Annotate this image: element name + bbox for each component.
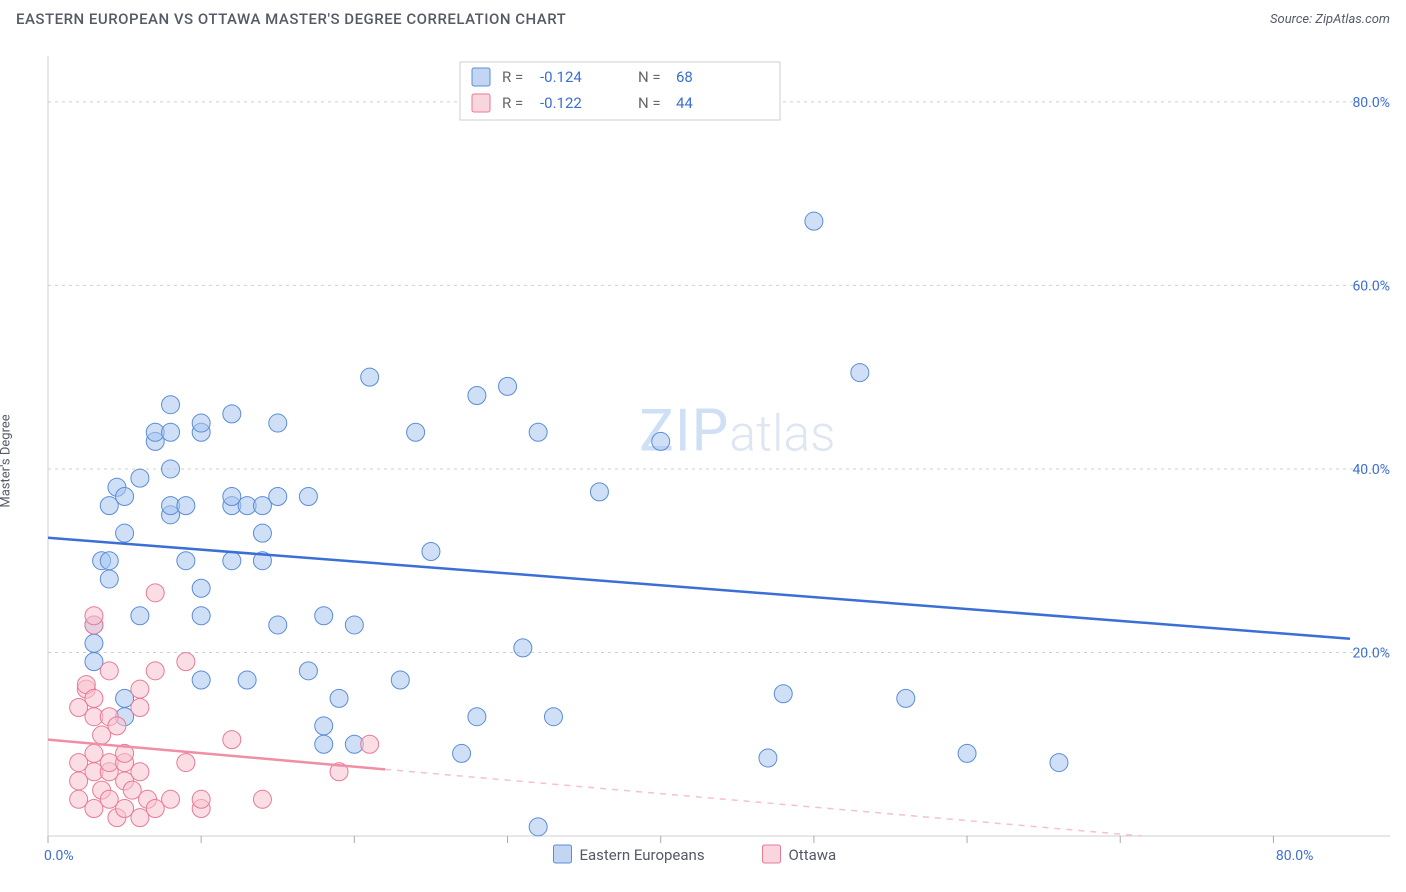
legend-r-value: -0.124 bbox=[540, 68, 582, 86]
data-point bbox=[544, 708, 562, 726]
trend-line bbox=[48, 538, 1350, 639]
data-point bbox=[453, 744, 471, 762]
data-point bbox=[253, 524, 271, 542]
data-point bbox=[330, 689, 348, 707]
chart-title: EASTERN EUROPEAN VS OTTAWA MASTER'S DEGR… bbox=[16, 10, 566, 28]
data-point bbox=[177, 497, 195, 515]
data-point bbox=[529, 423, 547, 441]
trend-line-extrapolated bbox=[385, 769, 1142, 836]
data-point bbox=[177, 754, 195, 772]
data-point bbox=[407, 423, 425, 441]
data-point bbox=[805, 212, 823, 230]
data-point bbox=[851, 364, 869, 382]
data-point bbox=[131, 607, 149, 625]
legend-r-value: -0.122 bbox=[540, 94, 582, 112]
data-point bbox=[759, 749, 777, 767]
x-tick-label: 0.0% bbox=[44, 848, 74, 864]
data-point bbox=[238, 671, 256, 689]
data-point bbox=[146, 584, 164, 602]
data-point bbox=[774, 685, 792, 703]
y-axis-label: Master's Degree bbox=[0, 414, 14, 507]
data-point bbox=[468, 387, 486, 405]
data-point bbox=[116, 524, 134, 542]
legend-r-label: R = bbox=[502, 94, 523, 112]
legend-n-label: N = bbox=[638, 94, 661, 112]
legend-swatch bbox=[553, 845, 571, 863]
data-point bbox=[315, 607, 333, 625]
data-point bbox=[131, 469, 149, 487]
data-point bbox=[1050, 754, 1068, 772]
data-point bbox=[652, 432, 670, 450]
legend-r-label: R = bbox=[502, 68, 523, 86]
data-point bbox=[315, 735, 333, 753]
data-point bbox=[499, 377, 517, 395]
data-point bbox=[345, 616, 363, 634]
data-point bbox=[192, 790, 210, 808]
chart-area: Master's Degree 20.0% 40.0% 60.0% 80.0% 0.0%… bbox=[0, 36, 1406, 886]
y-tick-label: 80.0% bbox=[1352, 95, 1390, 111]
data-point bbox=[269, 487, 287, 505]
data-point bbox=[590, 483, 608, 501]
data-point bbox=[958, 744, 976, 762]
data-point bbox=[177, 653, 195, 671]
data-point bbox=[100, 552, 118, 570]
watermark: ZIPatlas bbox=[639, 398, 835, 466]
data-point bbox=[529, 818, 547, 836]
data-point bbox=[299, 662, 317, 680]
data-point bbox=[192, 607, 210, 625]
data-point bbox=[315, 717, 333, 735]
chart-source: Source: ZipAtlas.com bbox=[1270, 12, 1390, 27]
x-tick-label: 80.0% bbox=[1276, 848, 1314, 864]
y-tick-label: 40.0% bbox=[1352, 462, 1390, 478]
data-point bbox=[253, 790, 271, 808]
data-point bbox=[177, 552, 195, 570]
legend-series-label: Eastern Europeans bbox=[579, 846, 704, 864]
y-tick-label: 20.0% bbox=[1352, 645, 1390, 661]
data-point bbox=[299, 487, 317, 505]
legend-swatch bbox=[472, 94, 490, 112]
legend-n-value: 68 bbox=[676, 68, 693, 86]
data-point bbox=[162, 790, 180, 808]
data-point bbox=[269, 414, 287, 432]
data-point bbox=[85, 634, 103, 652]
y-tick-label: 60.0% bbox=[1352, 278, 1390, 294]
data-point bbox=[108, 717, 126, 735]
legend-swatch bbox=[472, 68, 490, 86]
data-point bbox=[162, 396, 180, 414]
data-point bbox=[162, 460, 180, 478]
legend-n-label: N = bbox=[638, 68, 661, 86]
data-point bbox=[514, 639, 532, 657]
data-point bbox=[131, 699, 149, 717]
data-point bbox=[100, 662, 118, 680]
data-point bbox=[391, 671, 409, 689]
data-point bbox=[269, 616, 287, 634]
data-point bbox=[897, 689, 915, 707]
data-point bbox=[192, 671, 210, 689]
data-point bbox=[131, 680, 149, 698]
data-point bbox=[422, 543, 440, 561]
data-point bbox=[361, 368, 379, 386]
legend-n-value: 44 bbox=[676, 94, 693, 112]
data-point bbox=[468, 708, 486, 726]
data-point bbox=[162, 423, 180, 441]
data-point bbox=[146, 662, 164, 680]
data-point bbox=[223, 731, 241, 749]
data-point bbox=[192, 579, 210, 597]
data-point bbox=[85, 689, 103, 707]
data-point bbox=[361, 735, 379, 753]
data-point bbox=[131, 763, 149, 781]
data-point bbox=[116, 487, 134, 505]
legend-swatch bbox=[762, 845, 780, 863]
legend-series-label: Ottawa bbox=[788, 846, 836, 864]
chart-header: EASTERN EUROPEAN VS OTTAWA MASTER'S DEGR… bbox=[0, 0, 1406, 36]
data-point bbox=[100, 570, 118, 588]
data-point bbox=[85, 607, 103, 625]
data-point bbox=[223, 405, 241, 423]
data-point bbox=[223, 552, 241, 570]
scatter-chart: 20.0% 40.0% 60.0% 80.0% 0.0% 80.0% ZIPatlas R =… bbox=[0, 36, 1406, 886]
data-point bbox=[192, 414, 210, 432]
